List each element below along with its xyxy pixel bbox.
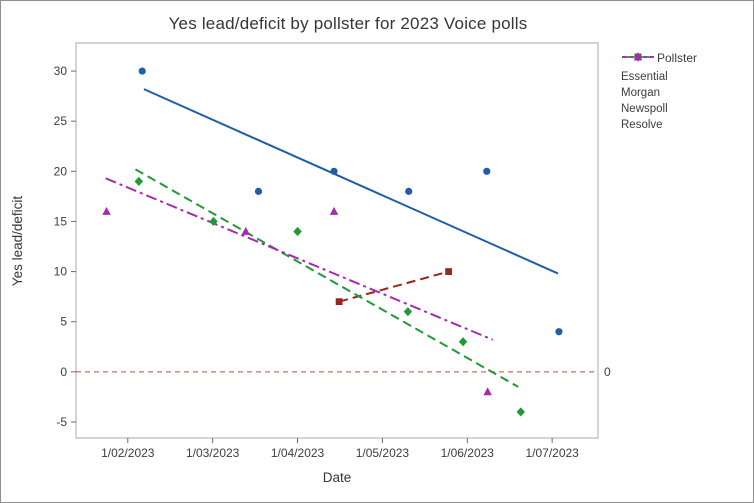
x-tick-label: 1/03/2023 — [186, 446, 240, 460]
zero-reference-label: 0 — [604, 365, 611, 379]
data-point-newspoll — [516, 407, 525, 417]
x-tick-label: 1/05/2023 — [356, 446, 410, 460]
y-tick-label: 0 — [60, 365, 67, 379]
legend-rows: Essential Morgan Newspoll Resolve — [621, 52, 753, 131]
legend-label: Newspoll — [621, 102, 668, 115]
trend-line-resolve — [105, 177, 494, 341]
legend-item-resolve: Resolve — [621, 52, 753, 131]
trend-line-newspoll — [134, 168, 519, 388]
y-tick-label: -5 — [56, 415, 67, 429]
legend-sample-triangle-icon — [622, 52, 654, 61]
data-point-resolve — [483, 387, 492, 396]
legend-marker-triangle-icon — [633, 52, 643, 61]
legend-item-essential: Essential — [621, 53, 753, 83]
data-point-essential — [330, 167, 338, 175]
y-tick-label: 10 — [54, 265, 68, 279]
legend-label: Essential — [621, 70, 668, 83]
data-point-essential — [483, 167, 491, 175]
trend-line-essential — [143, 88, 559, 275]
plot-frame — [75, 42, 599, 439]
x-tick-label: 1/06/2023 — [441, 446, 495, 460]
data-point-newspoll — [458, 337, 468, 347]
legend-item-morgan: Morgan — [621, 53, 753, 99]
x-tick-label: 1/02/2023 — [101, 446, 155, 460]
data-point-morgan — [445, 268, 453, 275]
x-tick-label: 1/07/2023 — [525, 446, 579, 460]
y-axis-label: Yes lead/deficit — [10, 196, 25, 287]
data-point-morgan — [335, 298, 343, 306]
x-tick-label: 1/04/2023 — [271, 446, 325, 460]
x-axis-label: Date — [323, 470, 352, 485]
data-point-newspoll — [403, 307, 413, 317]
legend-title: Pollster — [657, 51, 698, 65]
data-point-essential — [405, 187, 413, 195]
plot-generated-layer: 1/02/2023 1/03/2023 1/04/2023 1/05/2023 1/06… — [54, 42, 611, 460]
legend-label: Morgan — [621, 86, 660, 99]
chart-title: Yes lead/deficit by pollster for 2023 Vo… — [168, 14, 528, 33]
data-point-resolve — [102, 206, 111, 215]
legend-label: Resolve — [621, 118, 663, 131]
legend-item-newspoll: Newspoll — [621, 52, 753, 115]
trend-line-morgan — [338, 270, 449, 303]
y-tick-label: 15 — [54, 214, 68, 228]
data-point-newspoll — [134, 176, 144, 186]
y-tick-label: 25 — [54, 114, 68, 128]
legend: Pollster Essential Morgan Newspoll Resolve — [621, 51, 753, 134]
data-point-resolve — [241, 226, 250, 235]
y-tick-label: 30 — [54, 64, 68, 78]
data-point-newspoll — [293, 226, 302, 237]
y-tick-label: 20 — [54, 164, 68, 178]
data-point-resolve — [329, 206, 339, 215]
data-point-essential — [254, 187, 263, 195]
data-point-newspoll — [209, 216, 218, 227]
data-point-essential — [555, 328, 563, 336]
data-point-essential — [138, 67, 146, 75]
y-tick-label: 5 — [60, 315, 67, 329]
